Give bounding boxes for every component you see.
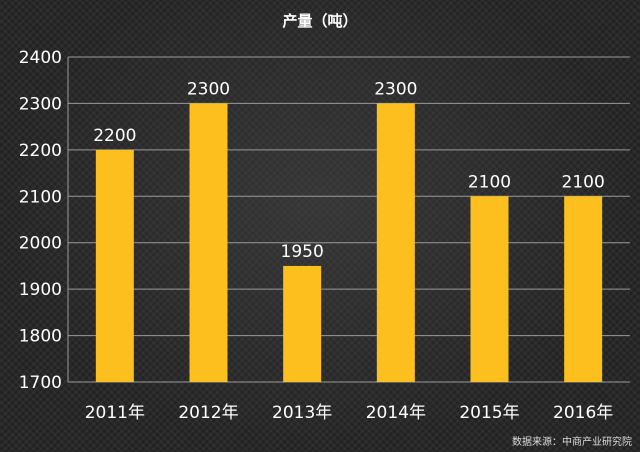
- y-tick-label: 1700: [19, 373, 62, 393]
- x-tick-label: 2011年: [85, 403, 145, 423]
- data-label: 2300: [374, 79, 417, 99]
- y-tick-label: 2400: [19, 48, 62, 68]
- bar: [376, 103, 415, 382]
- data-label: 1950: [281, 242, 324, 262]
- x-tick-label: 2016年: [553, 403, 613, 423]
- data-label: 2200: [93, 126, 136, 146]
- x-tick-label: 2013年: [272, 403, 332, 423]
- y-tick-label: 2100: [19, 187, 62, 207]
- bar: [95, 149, 134, 382]
- y-tick-label: 2200: [19, 141, 62, 161]
- y-tick-label: 2000: [19, 234, 62, 254]
- bar: [283, 265, 322, 382]
- x-tick-label: 2015年: [459, 403, 519, 423]
- bar: [470, 196, 509, 382]
- y-tick-label: 1800: [19, 327, 62, 347]
- y-tick-label: 1900: [19, 280, 62, 300]
- y-axis-ticks: 1700 1800 1900 2000 2100 2200 2300 2400: [19, 48, 62, 393]
- data-label: 2100: [468, 172, 511, 192]
- bars: [95, 103, 603, 382]
- x-tick-label: 2014年: [366, 403, 426, 423]
- y-tick-label: 2300: [19, 94, 62, 114]
- data-label: 2300: [187, 79, 230, 99]
- bar: [564, 196, 603, 382]
- data-label: 2100: [562, 172, 605, 192]
- data-labels: 2200 2300 1950 2300 2100 2100: [93, 79, 605, 261]
- chart-title: 产量（吨）: [282, 12, 357, 30]
- source-note: 数据来源：中商产业研究院: [512, 435, 632, 448]
- x-axis-categories: 2011年 2012年 2013年 2014年 2015年 2016年: [85, 403, 614, 423]
- gridlines: [67, 56, 630, 383]
- x-tick-label: 2012年: [178, 403, 238, 423]
- bar: [189, 103, 228, 382]
